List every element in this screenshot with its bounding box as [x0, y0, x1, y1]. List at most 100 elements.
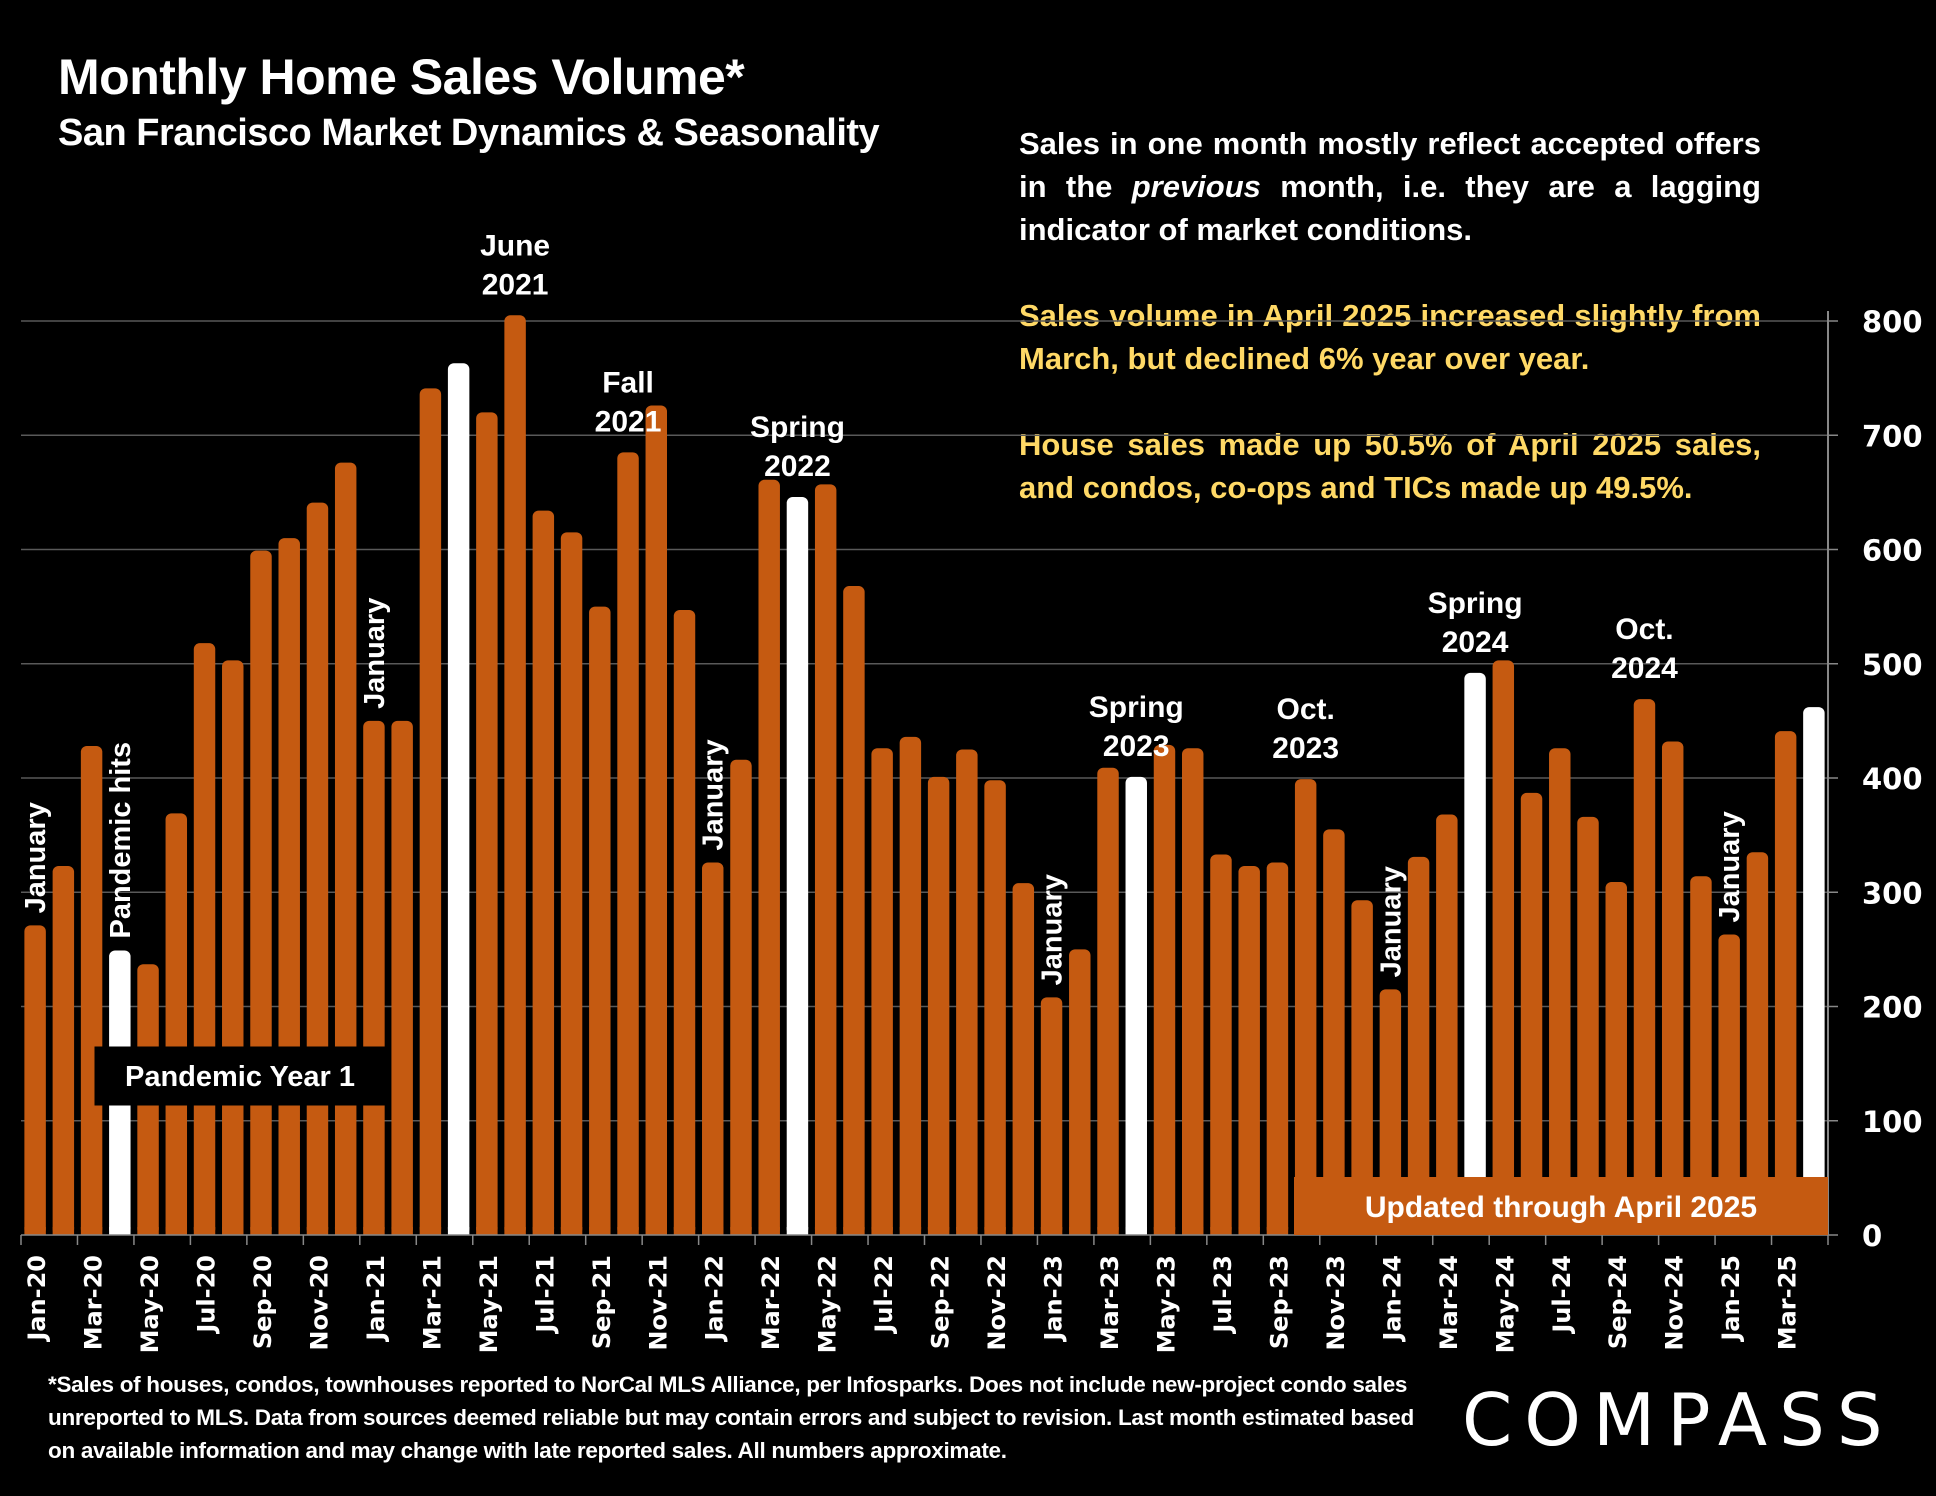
y-tick-label: 0	[1862, 1219, 1882, 1253]
bar-apr-24	[1464, 672, 1486, 1235]
bar-jul-21	[532, 510, 555, 1235]
x-tick-label: May-21	[475, 1255, 503, 1353]
annotations: January Pandemic hits January June 2021 Fall 2…	[20, 229, 1746, 985]
y-tick-label: 600	[1862, 534, 1923, 568]
annotation-label: 2023	[1103, 730, 1170, 763]
callout-boxes: Pandemic Year 1 Updated through April 202…	[94, 1046, 1828, 1235]
bar-base	[52, 1227, 75, 1235]
bar-base	[702, 1227, 724, 1235]
bar-base	[222, 1227, 244, 1235]
bar-apr-25	[1803, 707, 1825, 1235]
bar-base	[137, 1227, 159, 1235]
bar-jan-24	[1379, 989, 1402, 1235]
x-tick-label: Sep-23	[1265, 1255, 1293, 1349]
bar-sep-21	[589, 606, 611, 1235]
bar-mar-23	[1097, 767, 1119, 1235]
bar-aug-20	[222, 660, 244, 1235]
bar-base	[1012, 1227, 1035, 1235]
annotation-label: 2024	[1611, 652, 1678, 685]
bar-base	[24, 1227, 46, 1235]
annotation-label: Spring	[1089, 691, 1184, 724]
x-tick-label: Mar-23	[1096, 1255, 1124, 1350]
x-tick-label: Nov-23	[1322, 1255, 1350, 1351]
updated-through-box	[1294, 1177, 1828, 1235]
x-tick-label: Jul-20	[193, 1255, 221, 1335]
bar-jun-21	[504, 315, 526, 1236]
y-tick-label: 800	[1862, 305, 1923, 339]
note-italic: previous	[1131, 169, 1261, 204]
bar-base	[419, 1227, 442, 1235]
bar-base	[165, 1227, 188, 1235]
x-tick-label: Jan-21	[362, 1255, 390, 1343]
bar-nov-21	[645, 405, 668, 1235]
y-axis: 0 100 200 300 400 500 600 700 800	[1827, 305, 1923, 1253]
bar-jun-24	[1520, 792, 1543, 1235]
bar-oct-22	[956, 749, 978, 1235]
y-tick-label: 700	[1862, 419, 1923, 453]
annotation-pandemic-hits: Pandemic hits	[105, 742, 137, 939]
bar-base	[956, 1227, 978, 1235]
x-tick-label: Mar-22	[757, 1255, 785, 1350]
bar-oct-20	[278, 538, 300, 1235]
x-tick-label: Mar-21	[418, 1255, 446, 1350]
bar-feb-22	[730, 759, 752, 1235]
bar-base	[278, 1227, 300, 1235]
bar-jul-23	[1210, 854, 1232, 1235]
bar-apr-23	[1125, 776, 1147, 1235]
bar-base	[1097, 1227, 1119, 1235]
bar-may-22	[814, 484, 837, 1235]
bar-base	[334, 1227, 357, 1235]
bar-dec-24	[1690, 876, 1712, 1235]
y-tick-label: 400	[1862, 762, 1923, 796]
annotation-label: Spring	[750, 411, 845, 444]
annotation-label: 2021	[482, 268, 549, 301]
bar-base	[80, 1227, 103, 1235]
bar-jan-25	[1718, 934, 1740, 1235]
bar-mar-20	[80, 746, 103, 1235]
x-tick-label: Jul-21	[531, 1255, 559, 1335]
pandemic-year-label: Pandemic Year 1	[125, 1061, 355, 1093]
bar-aug-21	[560, 532, 583, 1235]
bar-apr-22	[786, 496, 809, 1235]
bar-base	[730, 1227, 752, 1235]
y-tick-label: 500	[1862, 648, 1923, 682]
bar-sep-20	[250, 550, 272, 1235]
note-april-sales: Sales volume in April 2025 increased sli…	[1019, 298, 1761, 376]
bar-feb-25	[1746, 852, 1769, 1235]
x-tick-label: May-24	[1491, 1255, 1519, 1353]
bar-aug-22	[899, 736, 922, 1235]
bar-mar-21	[419, 388, 442, 1236]
bar-aug-23	[1238, 865, 1260, 1235]
x-tick-label: Jan-25	[1717, 1255, 1745, 1343]
annotation-january: January	[20, 802, 52, 913]
commentary-panel: Sales in one month mostly reflect accept…	[1019, 122, 1761, 552]
bar-feb-23	[1069, 949, 1091, 1235]
chart-title: Monthly Home Sales Volume*	[58, 49, 745, 105]
annotation-january: January	[1375, 866, 1407, 977]
note-text: Sales in one month mostly reflect accept…	[1019, 126, 1761, 204]
note-text: month, i.e. they are a lagging indicator…	[1019, 169, 1761, 247]
x-tick-label: Jul-22	[870, 1255, 898, 1335]
annotation-label: Oct.	[1615, 613, 1673, 646]
x-tick-label: Mar-24	[1435, 1255, 1463, 1350]
bar-jan-22	[702, 862, 724, 1235]
annotation-january: January	[698, 739, 730, 850]
annotation-label: 2021	[595, 405, 662, 438]
annotation-label: Spring	[1428, 587, 1523, 620]
bar-base	[504, 1227, 526, 1235]
bar-oct-23	[1294, 779, 1317, 1235]
x-tick-label: May-23	[1152, 1255, 1180, 1353]
x-tick-label: May-22	[814, 1255, 842, 1353]
bar-feb-21	[391, 720, 413, 1235]
bar-base	[193, 1227, 216, 1235]
bar-apr-21	[447, 363, 470, 1236]
annotation-label: 2022	[764, 450, 831, 483]
x-tick-label: May-20	[136, 1255, 164, 1353]
x-tick-label: Jan-23	[1040, 1255, 1068, 1343]
bar-jul-20	[193, 643, 216, 1235]
bar-jan-20	[24, 925, 46, 1235]
x-tick-label: Jan-24	[1378, 1255, 1406, 1343]
bar-base	[899, 1227, 922, 1235]
bar-base	[673, 1227, 696, 1235]
